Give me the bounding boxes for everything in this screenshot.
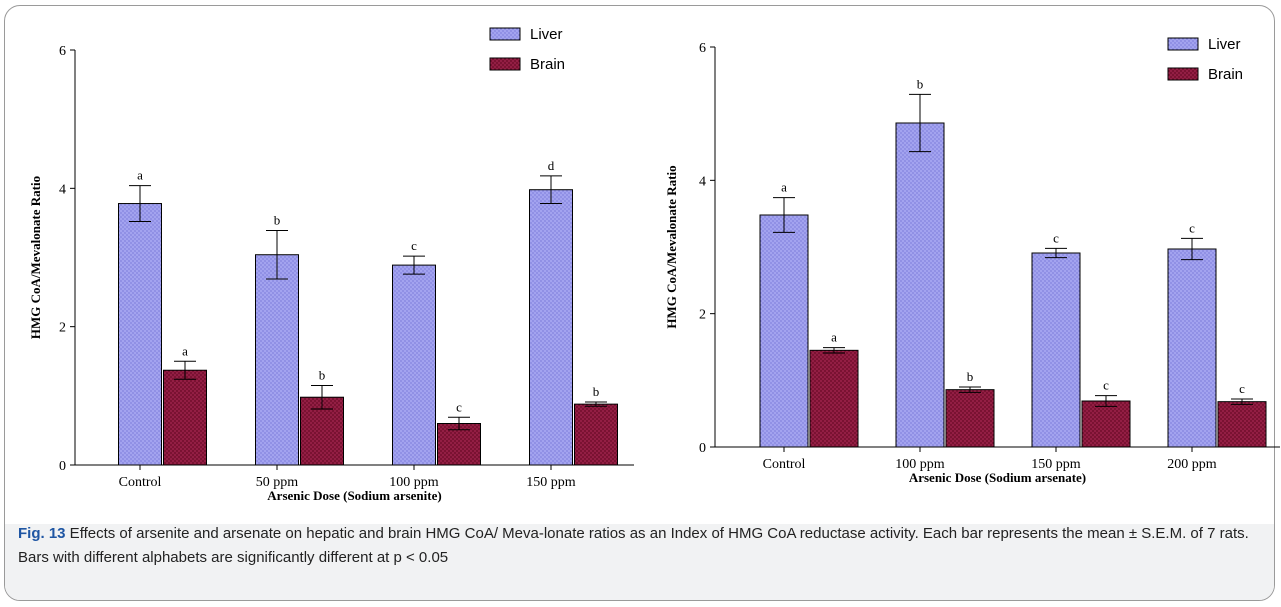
caption-text: Effects of arsenite and arsenate on hepa… (18, 525, 1249, 566)
legend-swatch-liver (489, 27, 521, 41)
bar-brain (163, 369, 207, 466)
y-tick-label: 2 (59, 321, 66, 336)
figure-caption: Fig. 13 Effects of arsenite and arsenate… (18, 522, 1258, 570)
y-tick-label: 6 (699, 41, 706, 56)
caption-band (5, 524, 1274, 600)
significance-label: b (917, 76, 924, 91)
legend-label-liver: Liver (1208, 36, 1241, 53)
y-axis-title: HMG CoA/Mevalonate Ratio (664, 165, 679, 328)
bar-brain (574, 403, 618, 466)
x-tick-label: 150 ppm (1031, 457, 1081, 472)
bar-liver (529, 189, 573, 466)
legend-swatch-brain (489, 57, 521, 71)
bar-liver (1167, 248, 1217, 448)
bar-brain (437, 423, 481, 466)
figure-label: Fig. 13 (18, 525, 66, 542)
x-tick-label: 100 ppm (389, 475, 439, 490)
bar-brain (1081, 400, 1131, 448)
x-tick-label: Control (763, 457, 806, 472)
legend-label-brain: Brain (530, 56, 565, 73)
y-tick-label: 0 (59, 459, 66, 474)
bar-brain (809, 349, 859, 448)
y-tick-label: 2 (699, 308, 706, 323)
bar-liver (118, 203, 162, 466)
significance-label: b (274, 213, 281, 228)
significance-label: c (1053, 230, 1059, 245)
bar-liver (1031, 252, 1081, 448)
bar-liver (895, 122, 945, 448)
significance-label: c (411, 238, 417, 253)
legend-label-liver: Liver (530, 26, 563, 43)
y-tick-label: 0 (699, 441, 706, 456)
legend-swatch-brain (1167, 67, 1199, 81)
bar-brain (1217, 401, 1267, 448)
y-axis-title: HMG CoA/Mevalonate Ratio (28, 176, 43, 339)
significance-label: c (1103, 378, 1109, 393)
bar-liver (392, 264, 436, 466)
bar-brain (945, 389, 995, 448)
x-tick-label: 50 ppm (256, 475, 299, 490)
bar-liver (759, 214, 809, 448)
legend-label-brain: Brain (1208, 66, 1243, 83)
x-tick-label: 200 ppm (1167, 457, 1217, 472)
y-tick-label: 6 (59, 44, 66, 59)
x-tick-label: 150 ppm (526, 475, 576, 490)
significance-label: c (1189, 220, 1195, 235)
y-tick-label: 4 (59, 182, 66, 197)
chart-1: 0 2 4 6 a a Control b b 50 ppm c c 100 ppm d b 150 ppm H… (28, 26, 634, 503)
significance-label: a (781, 180, 787, 195)
significance-label: b (319, 367, 326, 382)
significance-label: d (548, 158, 555, 173)
significance-label: b (967, 369, 974, 384)
chart-2: 0 2 4 6 a a Control b b 100 ppm c c 150 ppm c c 200 ppm… (664, 36, 1280, 485)
x-axis-title: Arsenic Dose (Sodium arsenate) (909, 470, 1086, 485)
significance-label: a (137, 168, 143, 183)
significance-label: b (593, 384, 600, 399)
legend-swatch-liver (1167, 37, 1199, 51)
significance-label: c (456, 399, 462, 414)
figure-frame (4, 5, 1275, 601)
x-tick-label: Control (119, 475, 162, 490)
bar-liver (255, 254, 299, 466)
significance-label: a (182, 343, 188, 358)
x-axis-title: Arsenic Dose (Sodium arsenite) (267, 488, 441, 503)
significance-label: c (1239, 381, 1245, 396)
significance-label: a (831, 330, 837, 345)
y-tick-label: 4 (699, 174, 706, 189)
x-tick-label: 100 ppm (895, 457, 945, 472)
